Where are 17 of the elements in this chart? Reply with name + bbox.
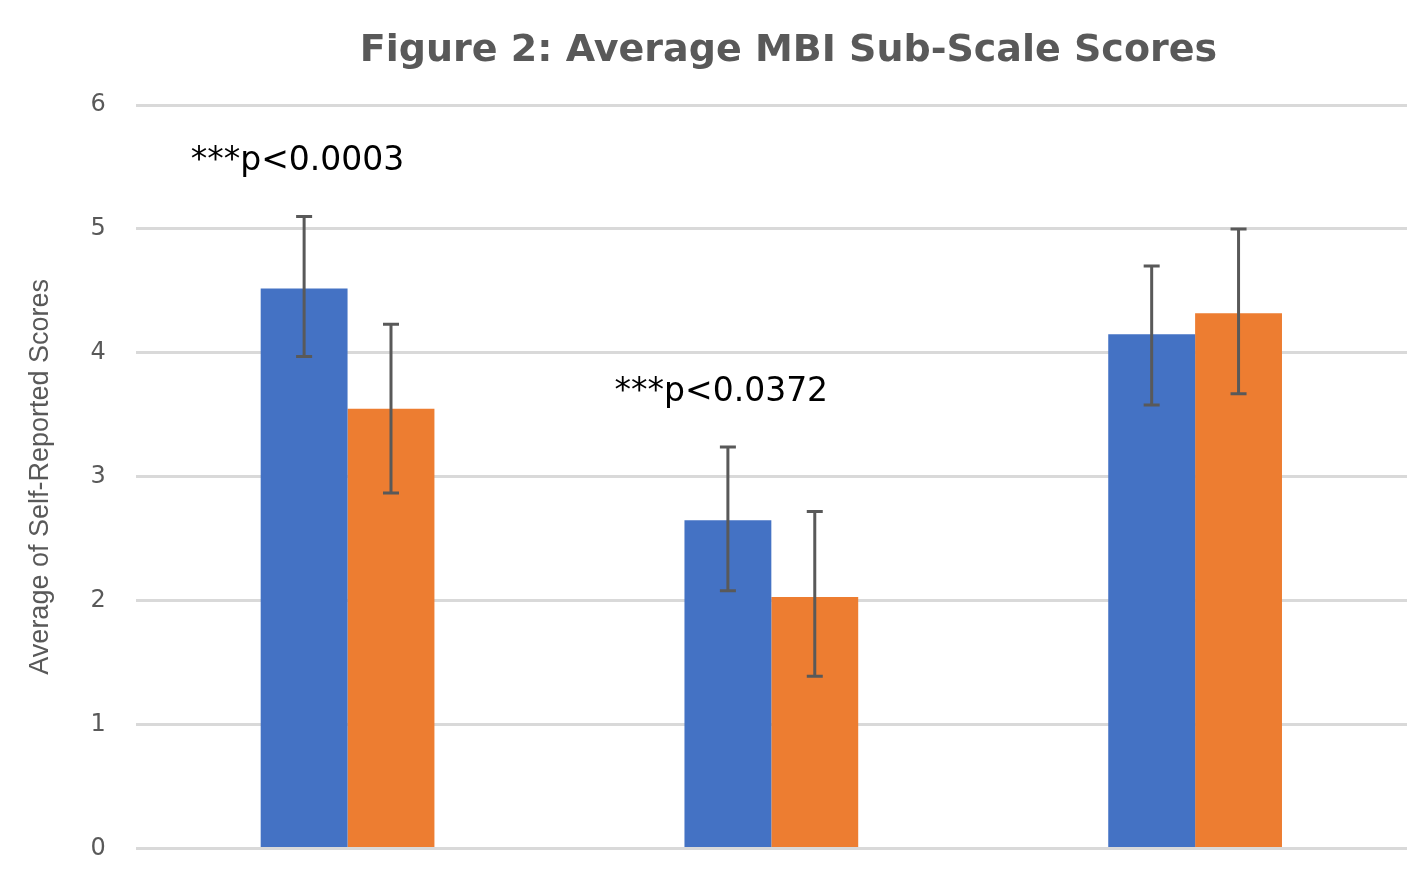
y-tick-label: 4	[90, 337, 106, 366]
chart-title: Figure 2: Average MBI Sub-Scale Scores	[358, 26, 1219, 70]
bar	[347, 408, 435, 848]
annotation: ***p<0.0003	[190, 139, 405, 179]
y-tick-label: 5	[90, 213, 106, 242]
y-axis-title: Average of Self-Reported Scores	[23, 278, 54, 675]
bar	[1195, 313, 1282, 848]
bar	[1108, 334, 1196, 848]
bar	[771, 597, 859, 848]
y-tick-label: 6	[90, 89, 106, 118]
annotation: ***p<0.0372	[614, 369, 829, 409]
bar	[260, 288, 348, 848]
y-tick-label: 2	[90, 584, 106, 613]
bar	[684, 520, 772, 848]
y-tick-label: 3	[90, 461, 106, 490]
y-tick-label: 0	[90, 832, 106, 861]
y-tick-label: 1	[90, 708, 106, 737]
